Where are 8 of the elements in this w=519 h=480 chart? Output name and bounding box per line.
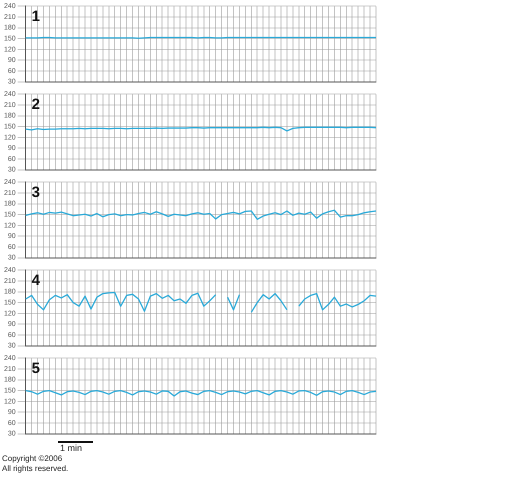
text: 1 min bbox=[60, 443, 82, 453]
text: All rights reserved. bbox=[2, 464, 70, 474]
chart-title: 2 bbox=[32, 96, 40, 113]
chart-title: 3 bbox=[32, 184, 40, 201]
text: Copyright ©2006 bbox=[2, 454, 64, 464]
chart-title: 5 bbox=[32, 360, 40, 377]
chart-title: 1 bbox=[32, 8, 40, 25]
chart-title: 4 bbox=[32, 272, 41, 289]
